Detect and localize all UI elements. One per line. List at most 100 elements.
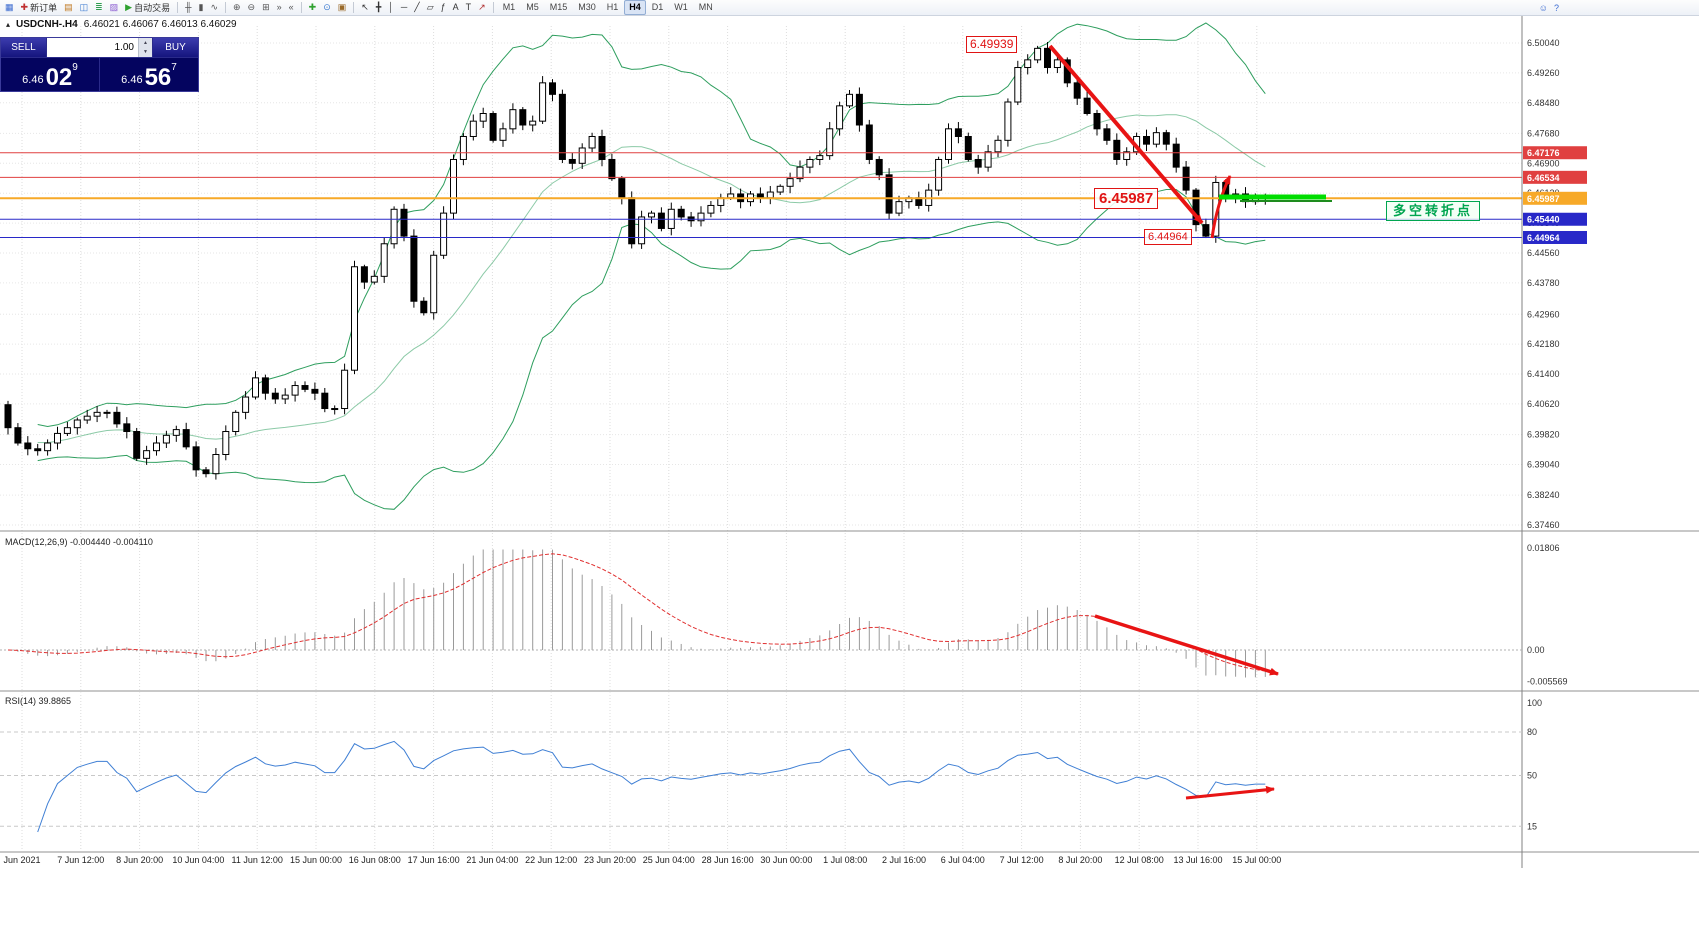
bid-pip-digit: 9 [72,62,78,73]
svg-text:0.01806: 0.01806 [1527,543,1560,553]
zoom-out-button[interactable]: ⊖ [245,1,259,15]
svg-text:6.46534: 6.46534 [1527,173,1560,183]
price-level-box[interactable] [1523,230,1587,244]
periods-icon: ⊙ [323,2,331,12]
templates-button[interactable]: ▣ [335,1,350,15]
fibonacci-icon: ƒ [440,2,446,12]
profiles-button[interactable]: ◫ [77,1,92,15]
tile-windows-icon: ⊞ [262,2,270,12]
fibonacci-button[interactable]: ƒ [438,1,449,15]
price-level-box[interactable] [1523,191,1587,205]
vertical-line-icon: │ [388,2,394,12]
indicators-button[interactable]: ✚ [306,1,320,15]
ask-prefix: 6.46 [121,74,143,86]
candles [4,42,1269,480]
rsi-label: RSI(14) 39.8865 [5,696,72,706]
navigator-button[interactable]: ▨ [107,1,122,15]
sell-button[interactable]: SELL [1,38,47,57]
candlestick-chart-button[interactable]: ▮ [196,1,207,15]
svg-text:100: 100 [1527,698,1542,708]
timeframe-h4[interactable]: H4 [624,0,646,15]
svg-text:6.44560: 6.44560 [1527,248,1560,258]
buy-button[interactable]: BUY [152,38,198,57]
volume-stepper[interactable]: ▲ ▼ [138,38,152,57]
svg-text:16 Jun 08:00: 16 Jun 08:00 [349,855,401,865]
volume-input[interactable] [47,38,138,57]
time-axis[interactable]: Jun 2021 7 Jun 12:00 8 Jun 20:00 10 Jun 04:… [3,855,1281,865]
svg-text:6.39040: 6.39040 [1527,459,1560,469]
cursor-button[interactable]: ↖ [358,1,372,15]
svg-text:6.40620: 6.40620 [1527,399,1560,409]
macd-down-arrow [1094,614,1279,676]
support-price-label[interactable]: 6.44964 [1144,229,1192,245]
crosshair-button[interactable]: ╋ [373,1,384,15]
peak-price-label[interactable]: 6.49939 [966,36,1018,53]
price-level-box[interactable] [1523,212,1587,226]
community-icon[interactable]: ☺ [1538,2,1548,13]
profiles-icon: ◫ [79,2,89,12]
volume-down-icon[interactable]: ▼ [139,48,152,58]
timeframe-h1[interactable]: H1 [606,2,619,12]
label-icon: T [465,2,472,12]
svg-text:21 Jun 04:00: 21 Jun 04:00 [466,855,518,865]
timeframe-m30[interactable]: M30 [578,2,596,12]
tile-windows-button[interactable]: ⊞ [259,1,273,15]
toolbar-separator [492,2,494,13]
line-chart-button[interactable]: ∿ [207,1,221,15]
new-order-button[interactable]: ✚ 新订单 [18,1,61,15]
zoom-out-icon: ⊖ [247,2,256,12]
svg-text:80: 80 [1527,727,1537,737]
svg-text:6.41400: 6.41400 [1527,369,1560,379]
help-icon[interactable]: ? [1553,2,1559,13]
rebound-arrow [1210,175,1232,239]
candlestick-chart-icon: ▮ [198,2,204,12]
one-click-trading-panel: SELL ▲ ▼ BUY 6.46 02 9 6.46 56 7 [0,37,199,92]
svg-text:22 Jun 12:00: 22 Jun 12:00 [525,855,577,865]
svg-text:17 Jun 16:00: 17 Jun 16:00 [408,855,460,865]
bar-chart-button[interactable]: ╫ [182,1,194,15]
zoom-in-button[interactable]: ⊕ [230,1,244,15]
periods-button[interactable]: ⊙ [320,1,334,15]
text-button[interactable]: A [450,1,462,15]
trendline-button[interactable]: ╱ [411,1,422,15]
timeframe-m5[interactable]: M5 [526,2,539,12]
app-icon: ▦ [5,2,14,12]
label-button[interactable]: T [463,1,475,15]
arrow-tools-button[interactable]: ↗ [475,1,489,15]
timeframe-d1[interactable]: D1 [651,2,664,12]
price-axis[interactable]: 6.500406.492606.484806.476806.469006.461… [1523,38,1587,831]
auto-trading-button[interactable]: ▶ 自动交易 [122,1,173,15]
app-button[interactable]: ▦ [2,1,17,15]
svg-text:12 Jul 08:00: 12 Jul 08:00 [1115,855,1164,865]
charts-button[interactable]: ▤ [61,1,76,15]
svg-text:2 Jul 16:00: 2 Jul 16:00 [882,855,926,865]
turning-point-label[interactable]: 多空转折点 [1386,201,1481,221]
svg-text:6.37460: 6.37460 [1527,520,1560,530]
timeframe-mn[interactable]: MN [698,2,713,12]
vertical-line-button[interactable]: │ [385,1,397,15]
macd-label: MACD(12,26,9) -0.004440 -0.004110 [5,537,153,547]
svg-text:1 Jul 08:00: 1 Jul 08:00 [823,855,867,865]
chart-shift-button[interactable]: « [286,1,297,15]
price-level-box[interactable] [1523,170,1587,184]
toolbar-separator [225,2,226,13]
bid-price[interactable]: 6.46 02 9 [1,58,100,91]
svg-text:13 Jul 16:00: 13 Jul 16:00 [1173,855,1222,865]
timeframe-w1[interactable]: W1 [674,2,688,12]
ask-price[interactable]: 6.46 56 7 [100,58,198,91]
timeframe-m1[interactable]: M1 [502,2,516,12]
auto-scroll-button[interactable]: » [274,1,285,15]
svg-text:6.48480: 6.48480 [1527,98,1560,108]
market-watch-button[interactable]: ≣ [92,1,106,15]
channel-button[interactable]: ▱ [424,1,437,15]
svg-text:6 Jul 04:00: 6 Jul 04:00 [941,855,985,865]
symbol-icon: ▴ [6,20,11,29]
volume-up-icon[interactable]: ▲ [139,38,152,48]
timeframe-m15[interactable]: M15 [549,2,568,12]
price-level-box[interactable] [1523,146,1587,160]
horizontal-line-button[interactable]: ─ [398,1,410,15]
drawn-annotations[interactable] [1048,44,1332,800]
current-price-label[interactable]: 6.45987 [1094,188,1159,209]
